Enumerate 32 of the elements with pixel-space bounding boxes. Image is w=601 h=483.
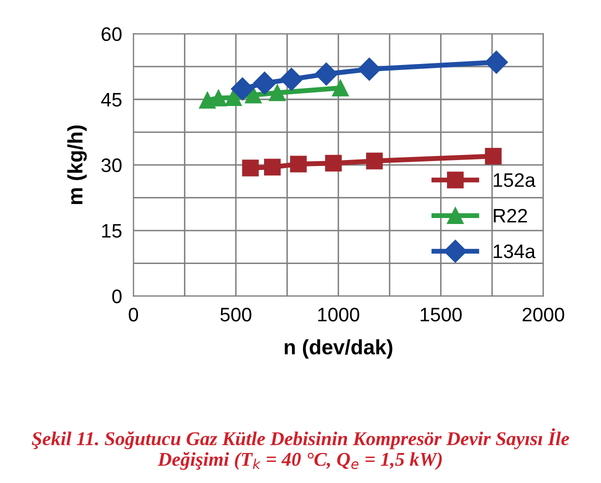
point <box>366 152 383 170</box>
y-tick-label: 15 <box>102 224 122 238</box>
point <box>332 80 349 96</box>
x-axis-title: n (dev/dak) <box>284 339 392 359</box>
point <box>314 62 338 86</box>
x-tick-label: 500 <box>220 308 252 322</box>
legend-label: 152a <box>494 173 536 187</box>
y-tick-label: 45 <box>101 93 122 107</box>
point <box>484 148 502 165</box>
point <box>358 58 381 81</box>
x-tick-label: 1500 <box>420 308 462 322</box>
point <box>244 86 262 104</box>
point <box>253 72 276 95</box>
point <box>230 77 254 100</box>
legend-label: R22 <box>494 208 527 222</box>
y-tick-label: 60 <box>102 27 122 42</box>
text: Şekil 11. Soğutucu Gaz Kütle Debisinin Kompresör Devir Sayısı İle Değişimi (T$_{k}$ = 40 °C, Q$_{e}$ = 1,5 kW) <box>32 428 570 470</box>
point <box>280 68 303 91</box>
point <box>264 158 281 176</box>
point <box>290 156 307 172</box>
point <box>268 84 286 102</box>
legend-label: 134a <box>494 244 536 258</box>
point <box>242 160 259 176</box>
point <box>484 50 508 74</box>
x-tick-label: 0 <box>128 308 138 322</box>
x-tick-label: 1000 <box>318 308 360 322</box>
x-tick-label: 2000 <box>522 308 564 322</box>
y-tick-label: 30 <box>101 158 122 172</box>
y-axis-title: m (kg/h) <box>67 125 87 204</box>
point <box>225 89 242 106</box>
y-tick-label: 0 <box>112 290 122 304</box>
point <box>325 154 342 172</box>
